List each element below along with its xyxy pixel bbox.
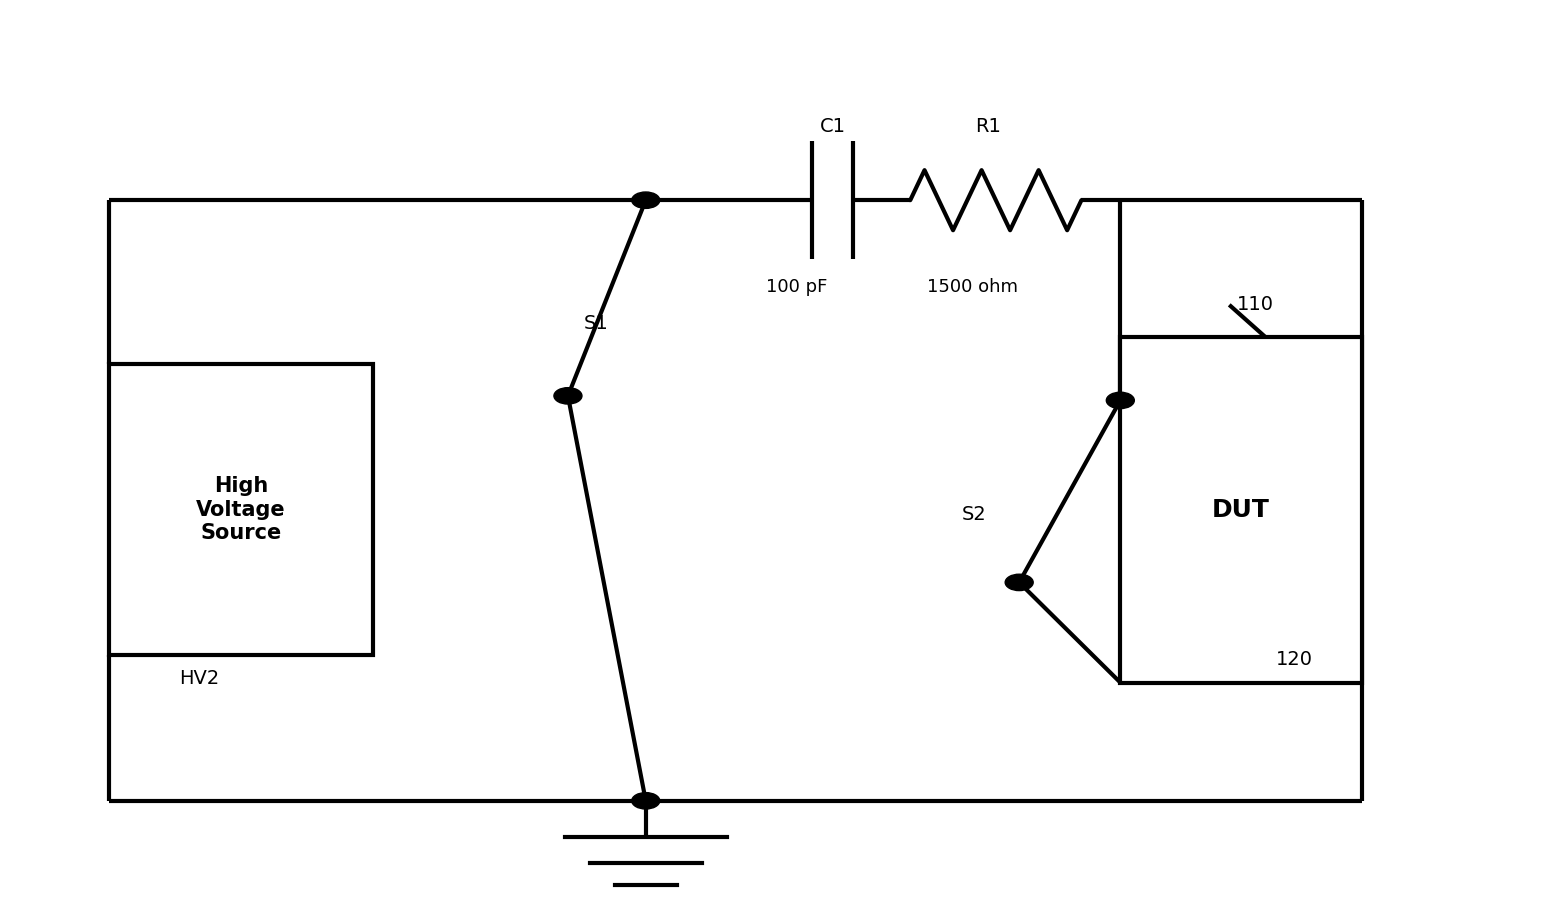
Bar [109,364,373,655]
Text: 120: 120 [1276,651,1313,669]
Text: S2: S2 [962,505,987,523]
Circle shape [554,388,582,404]
Text: S1: S1 [584,314,608,332]
Text: C1: C1 [820,117,845,136]
Circle shape [1005,574,1033,591]
Circle shape [632,192,660,208]
Circle shape [632,793,660,809]
Text: 1500 ohm: 1500 ohm [927,278,1018,296]
Bar [1120,337,1362,682]
Text: R1: R1 [976,117,1001,136]
Text: HV2: HV2 [179,669,219,688]
Circle shape [1106,392,1134,409]
Text: 100 pF: 100 pF [766,278,828,296]
Text: High
Voltage
Source: High Voltage Source [196,477,286,542]
Text: DUT: DUT [1212,498,1270,521]
Text: 110: 110 [1237,296,1274,314]
